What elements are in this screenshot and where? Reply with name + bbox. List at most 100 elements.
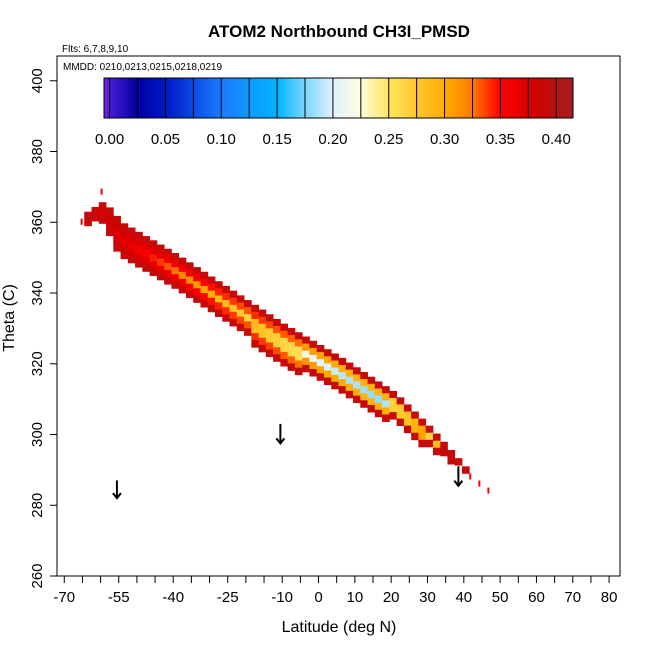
heatmap-cell — [207, 297, 216, 306]
heatmap-cell — [382, 393, 390, 401]
heatmap-cell — [389, 397, 398, 406]
colorbar-swatch — [212, 78, 216, 118]
colorbar-swatch — [385, 78, 389, 118]
heatmap-cell — [309, 340, 318, 349]
chart-title: ATOM2 Northbound CH3I_PMSD — [208, 22, 470, 41]
colorbar-swatch — [168, 78, 172, 118]
heatmap-cell — [316, 345, 325, 353]
colorbar-tick-label: 0.10 — [207, 131, 236, 148]
heatmap-cell — [360, 379, 368, 387]
heatmap-cell — [207, 304, 216, 313]
colorbar-swatch — [493, 78, 498, 118]
heatmap-cell — [331, 374, 339, 383]
colorbar-tick-label: 0.30 — [430, 131, 459, 148]
colorbar-swatch — [127, 78, 131, 118]
heatmap-cell — [396, 397, 405, 405]
colorbar-swatch — [276, 78, 281, 118]
colorbar-swatch — [300, 78, 304, 118]
colorbar-swatch — [177, 78, 181, 118]
colorbar-swatch — [458, 78, 463, 118]
heatmap-cell — [193, 267, 201, 275]
heatmap-cell — [338, 364, 347, 373]
heatmap-cell — [403, 411, 412, 419]
heatmap-cell — [265, 349, 274, 358]
colorbar-swatch — [370, 78, 375, 118]
colorbar-swatch — [537, 78, 542, 118]
colorbar-swatch — [534, 78, 539, 118]
colorbar-swatch — [130, 78, 134, 118]
colorbar-swatch — [514, 78, 518, 118]
colorbar-swatch — [218, 78, 222, 118]
colorbar-swatch — [402, 78, 407, 118]
heatmap-cell — [265, 342, 274, 350]
heatmap-cell — [367, 376, 376, 385]
heatmap-cell — [302, 364, 310, 373]
heatmap-cell — [353, 374, 361, 382]
heatmap-cell — [258, 316, 267, 325]
heatmap-cell — [287, 328, 296, 336]
heatmap-cell — [273, 340, 281, 348]
heatmap-cell — [236, 309, 245, 317]
heatmap-cell — [142, 264, 151, 272]
colorbar-swatch — [288, 78, 293, 118]
heatmap-cell — [338, 386, 347, 394]
colorbar-swatch — [350, 78, 354, 118]
colorbar-swatch — [388, 78, 392, 118]
heatmap-cell — [345, 383, 354, 392]
heatmap-cell — [120, 244, 129, 253]
colorbar-swatch — [373, 78, 378, 118]
colorbar: 0.00 0.05 0.10 0.15 0.20 0.25 0.30 0.35 0.40 — [95, 77, 574, 148]
heatmap-cell — [302, 357, 310, 366]
heatmap-cell — [171, 274, 180, 282]
heatmap-cell — [185, 290, 194, 299]
dates-annotation: MMDD: 0210,0213,0215,0218,0219 — [63, 62, 222, 73]
colorbar-swatch — [329, 78, 334, 118]
heatmap-cell — [164, 277, 172, 285]
heatmap-cell — [360, 386, 368, 394]
colorbar-swatch — [256, 78, 260, 118]
heatmap-cell — [411, 418, 419, 427]
heatmap-cell — [244, 328, 252, 336]
colorbar-swatch — [320, 78, 325, 118]
x-tick-label: -10 — [271, 589, 293, 606]
heatmap-cell — [258, 330, 267, 339]
colorbar-swatch — [432, 78, 436, 118]
heatmap-cell — [331, 367, 339, 376]
colorbar-swatch — [511, 78, 515, 118]
heatmap-cell — [316, 359, 325, 367]
heatmap-cell — [403, 425, 412, 434]
colorbar-swatch — [411, 78, 416, 118]
heatmap-cell — [478, 480, 481, 487]
heatmap-cell — [389, 405, 398, 413]
colorbar-swatch — [112, 78, 117, 118]
arrow-head — [453, 480, 464, 488]
colorbar-swatch — [317, 78, 322, 118]
x-tick-label: 20 — [383, 589, 400, 606]
heatmap-cell — [469, 473, 472, 480]
heatmap-cell — [106, 228, 114, 237]
heatmap-cell — [287, 342, 296, 350]
heatmap-cell — [367, 405, 376, 413]
colorbar-swatch — [221, 78, 225, 118]
colorbar-swatch — [124, 78, 128, 118]
heatmap-cell — [440, 441, 448, 450]
heatmap-cell — [331, 353, 339, 361]
heatmap-cell — [294, 367, 303, 376]
x-tick-label: -40 — [162, 589, 184, 606]
colorbar-swatch — [227, 78, 231, 118]
colorbar-swatch — [274, 78, 278, 118]
heatmap-cell — [309, 361, 318, 370]
heatmap-cell — [273, 333, 281, 341]
heatmap-cell — [200, 285, 209, 294]
heatmap-cell — [149, 240, 158, 248]
colorbar-swatch — [344, 78, 348, 118]
heatmap-cell — [171, 281, 180, 289]
heatmap-cell — [164, 270, 172, 278]
colorbar-swatch — [145, 78, 149, 118]
heatmap-cell — [251, 304, 259, 313]
colorbar-swatch — [444, 78, 448, 118]
heatmap-cell — [287, 363, 296, 371]
heatmap-cell — [389, 412, 398, 420]
colorbar-swatch — [555, 78, 559, 118]
colorbar-swatch — [230, 78, 234, 118]
